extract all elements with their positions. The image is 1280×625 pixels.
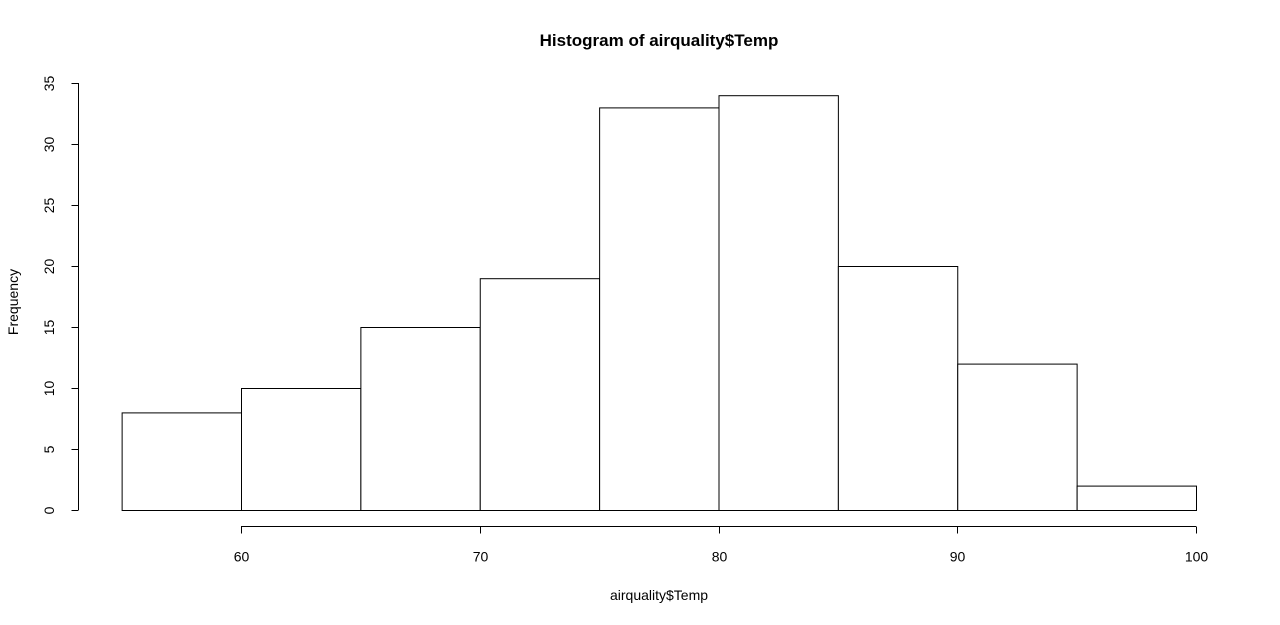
x-axis: 60 70 80 90 100 — [234, 526, 1209, 565]
y-tick-label-25: 25 — [41, 198, 57, 214]
chart-title: Histogram of airquality$Temp — [540, 31, 779, 50]
histogram-bar-80-85 — [718, 95, 839, 511]
x-tick-label-90: 90 — [950, 549, 966, 565]
x-axis-title: airquality$Temp — [610, 587, 708, 603]
histogram-bar-70-75 — [479, 278, 601, 512]
y-tick-label-5: 5 — [41, 445, 57, 453]
x-tick-label-100: 100 — [1185, 549, 1209, 565]
y-tick-label-20: 20 — [41, 259, 57, 275]
y-tick-label-0: 0 — [41, 506, 57, 514]
bars-group — [121, 95, 1197, 512]
histogram-bar-75-80 — [599, 107, 720, 512]
y-tick-label-30: 30 — [41, 137, 57, 153]
x-tick-label-70: 70 — [473, 549, 489, 565]
histogram-bar-65-70 — [360, 327, 481, 511]
x-tick-label-60: 60 — [234, 549, 250, 565]
y-axis: 0 5 10 15 20 25 30 35 — [41, 76, 79, 514]
y-tick-label-35: 35 — [41, 76, 57, 92]
histogram-bar-55-60 — [121, 412, 242, 511]
histogram-bar-95-100 — [1076, 485, 1197, 512]
histogram-bar-90-95 — [957, 363, 1078, 511]
histogram-bar-60-65 — [241, 388, 362, 511]
histogram-bar-85-90 — [837, 266, 959, 511]
y-tick-label-10: 10 — [41, 381, 57, 397]
y-axis-title: Frequency — [5, 269, 21, 335]
y-tick-label-15: 15 — [41, 320, 57, 336]
x-tick-label-80: 80 — [712, 549, 728, 565]
